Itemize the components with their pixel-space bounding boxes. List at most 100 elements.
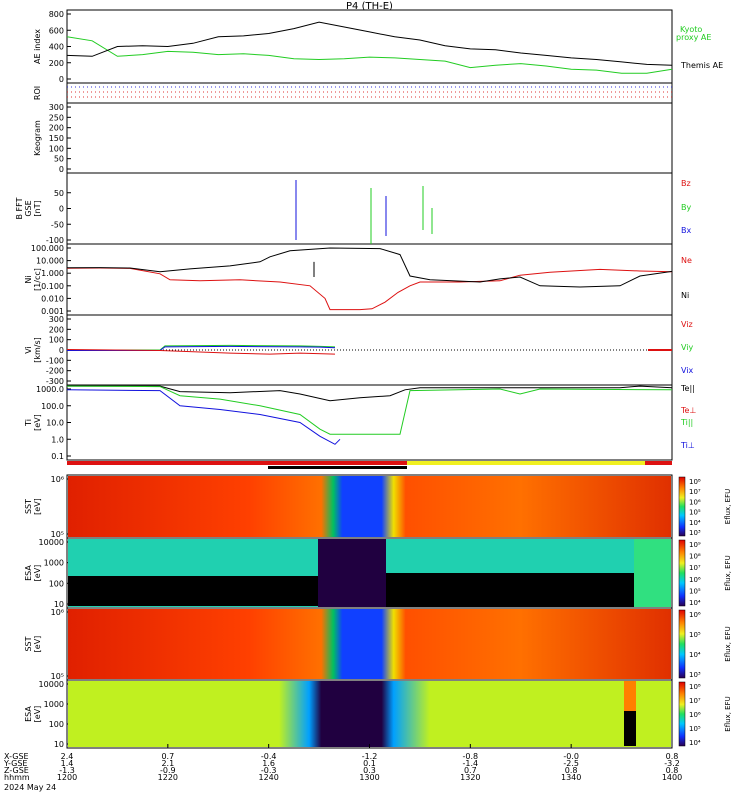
colorbar-tick-esa_e: 10⁷: [689, 564, 701, 572]
y-axis-label-sst_e: SST: [24, 499, 33, 514]
y-axis-label-sst_e: [eV]: [33, 498, 42, 515]
y-axis-label-keogram: Keogram: [33, 120, 42, 156]
legend-themis-ae: Themis AE: [680, 61, 723, 70]
legend-viy: Viy: [681, 343, 694, 352]
x-time-tick-label: 1340: [561, 773, 581, 782]
spectrogram-esa_i: [68, 681, 671, 747]
colorbar-tick-sst_e: 10³: [689, 529, 701, 537]
legend-by: By: [681, 203, 691, 212]
y-tick-label-density: 0.001: [41, 307, 64, 316]
legend-ti-perp: Ti⊥: [680, 441, 695, 450]
chart-title: P4 (TH-E): [346, 1, 393, 12]
x-time-tick-label: 1300: [359, 773, 379, 782]
velocity-viy-series: [67, 344, 336, 351]
y-tick-label-esa_i: 10: [54, 740, 64, 749]
panel-frame-b_fft: [66, 172, 673, 245]
colorbar-label-sst_i: Eflux, EFU: [724, 626, 732, 661]
colorbar-esa_i: [678, 681, 686, 747]
esa-i-end-orange: [624, 681, 636, 711]
x-row-value-1: 0.1: [363, 759, 376, 768]
y-tick-label-temperature: 0.1: [51, 452, 64, 461]
y-tick-label-ae: 600: [49, 26, 64, 35]
y-tick-label-ae: 800: [49, 10, 64, 19]
colorbar-tick-sst_i: 10⁵: [689, 631, 701, 639]
y-tick-label-esa_i: 100: [49, 720, 64, 729]
y-axis-label-esa_i: [eV]: [33, 706, 42, 723]
y-tick-label-b_fft: -100: [46, 236, 64, 245]
legend-ne: Ne: [681, 256, 692, 265]
colorbar-sst_e: [678, 476, 686, 537]
colorbar-tick-esa_e: 10⁸: [689, 553, 701, 561]
y-tick-label-velocity: 0: [59, 346, 64, 355]
colorbar-label-sst_e: Eflux, EFU: [724, 489, 732, 524]
density-ne-series: [66, 267, 673, 311]
y-tick-label-sst_i: 10⁵: [51, 672, 64, 681]
x-row-value-1: -1.4: [463, 759, 479, 768]
x-row-value-0: -0.8: [463, 752, 479, 761]
colorbar-tick-esa_e: 10⁹: [689, 541, 701, 549]
x-time-tick-label: 1200: [57, 773, 77, 782]
x-row-value-2: -0.9: [160, 766, 176, 775]
colorbar-tick-sst_i: 10³: [689, 671, 701, 679]
legend-bz: Bz: [681, 179, 691, 188]
velocity-viz-series: [66, 349, 336, 355]
colorbar-label-esa_i: Eflux, EFU: [724, 696, 732, 731]
y-tick-label-esa_i: 1000: [44, 700, 64, 709]
colorbar-tick-sst_e: 10⁶: [689, 498, 701, 506]
y-tick-label-velocity: -200: [46, 367, 64, 376]
x-row-value-2: -0.3: [261, 766, 277, 775]
x-row-label: Y-GSE: [3, 759, 27, 768]
legend-te-perp: Te⊥: [680, 406, 696, 415]
y-tick-label-sst_e: 10⁵: [51, 530, 64, 539]
y-tick-label-ae: 0: [59, 75, 64, 84]
x-row-value-2: 0.7: [464, 766, 477, 775]
y-axis-label-temperature: Ti: [24, 419, 33, 427]
y-tick-label-ae: 200: [49, 59, 64, 68]
esa-e-dark-band-2: [386, 573, 634, 607]
y-axis-label-b_fft: B FFT: [15, 197, 24, 219]
y-tick-label-sst_e: 10⁶: [51, 475, 64, 484]
x-row-label: X-GSE: [4, 752, 29, 761]
x-time-tick-label: 1240: [258, 773, 278, 782]
y-tick-label-temperature: 100.0: [41, 402, 64, 411]
region-bar-black: [268, 466, 407, 469]
x-row-label: Z-GSE: [4, 766, 29, 775]
y-tick-label-temperature: 1000.0: [36, 385, 64, 394]
y-tick-label-b_fft: -50: [51, 220, 64, 229]
colorbar-tick-esa_i: 10⁴: [689, 739, 701, 747]
x-row-value-1: -3.2: [664, 759, 680, 768]
legend-ti-par: Ti||: [680, 418, 693, 427]
x-time-tick-label: 1320: [460, 773, 480, 782]
temperature-ti-par-series: [66, 385, 673, 435]
y-axis-label-density: [1/cc]: [33, 268, 42, 291]
x-time-tick-label: 1220: [158, 773, 178, 782]
esa-e-void: [318, 539, 386, 607]
y-tick-label-velocity: 200: [49, 325, 64, 334]
colorbar-tick-esa_i: 10⁵: [689, 725, 701, 733]
y-axis-label-b_fft: [nT]: [33, 200, 42, 216]
x-row-value-0: 2.4: [61, 752, 74, 761]
panel-frame-roi: [66, 82, 673, 104]
y-axis-label-roi: ROI: [33, 86, 42, 100]
y-tick-label-keogram: 100: [49, 144, 64, 153]
colorbar-tick-sst_i: 10⁴: [689, 651, 701, 659]
colorbar-tick-esa_e: 10⁶: [689, 576, 701, 584]
y-tick-label-keogram: 200: [49, 124, 64, 133]
temperature-te-series: [67, 385, 673, 402]
x-row-value-2: 0.3: [363, 766, 376, 775]
y-axis-label-esa_e: ESA: [24, 565, 33, 581]
colorbar-esa_e: [678, 539, 686, 607]
legend-bx: Bx: [681, 226, 691, 235]
y-tick-label-esa_e: 10000: [39, 538, 64, 547]
region-bar-yellow: [407, 461, 645, 465]
y-tick-label-velocity: -100: [46, 356, 64, 365]
y-tick-label-keogram: 300: [49, 103, 64, 112]
y-axis-label-sst_i: [eV]: [33, 636, 42, 653]
colorbar-tick-sst_e: 10⁷: [689, 488, 701, 496]
y-axis-label-esa_i: ESA: [24, 706, 33, 722]
x-row-value-0: -1.2: [362, 752, 378, 761]
y-tick-label-esa_e: 10: [54, 600, 64, 609]
x-row-value-2: 0.8: [666, 766, 679, 775]
y-tick-label-keogram: 250: [49, 113, 64, 122]
y-tick-label-density: 10.000: [36, 257, 64, 266]
